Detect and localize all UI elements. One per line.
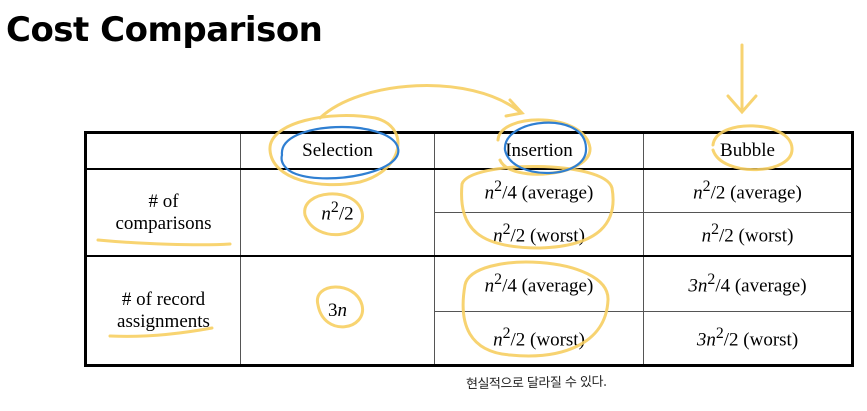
cost-comparison-table: Selection Insertion Bubble # of comparis… (84, 131, 854, 367)
bubble-arrow (726, 43, 758, 115)
comparisons-label-line2: comparisons (115, 212, 212, 234)
selection-to-insertion-arrow (318, 84, 525, 120)
header-empty-cell (85, 132, 241, 170)
insertion-comparisons-average: n2/4 (average) (434, 168, 644, 213)
bubble-comparisons-worst: n2/2 (worst) (643, 212, 853, 257)
insertion-assignments-average: n2/4 (average) (434, 255, 644, 312)
comparisons-row-1: # of comparisons n2/2 n2/4 (average) n2/… (85, 168, 853, 257)
selection-assignments: 3n (240, 255, 435, 366)
handwritten-note: 현실적으로 달라질 수 있다. (465, 374, 607, 393)
insertion-assignments-worst: n2/2 (worst) (434, 311, 644, 366)
assignments-label: # of record assignments (85, 255, 241, 366)
selection-comparisons: n2/2 (240, 168, 435, 257)
header-row: Selection Insertion Bubble (85, 132, 853, 170)
insertion-comparisons-worst: n2/2 (worst) (434, 212, 644, 257)
header-selection: Selection (240, 132, 435, 170)
comparisons-label-line1: # of (148, 190, 179, 212)
slide-title: Cost Comparison (6, 10, 323, 50)
bubble-comparisons-average: n2/2 (average) (643, 168, 853, 213)
assignments-label-line1: # of record (121, 288, 206, 310)
header-bubble: Bubble (643, 132, 853, 170)
bubble-assignments-worst: 3n2/2 (worst) (643, 311, 853, 366)
assignments-row-1: # of record assignments 3n n2/4 (average… (85, 255, 853, 366)
header-insertion: Insertion (434, 132, 644, 170)
comparisons-label: # of comparisons (85, 168, 241, 257)
bubble-assignments-average: 3n2/4 (average) (643, 255, 853, 312)
assignments-label-line2: assignments (117, 310, 210, 332)
